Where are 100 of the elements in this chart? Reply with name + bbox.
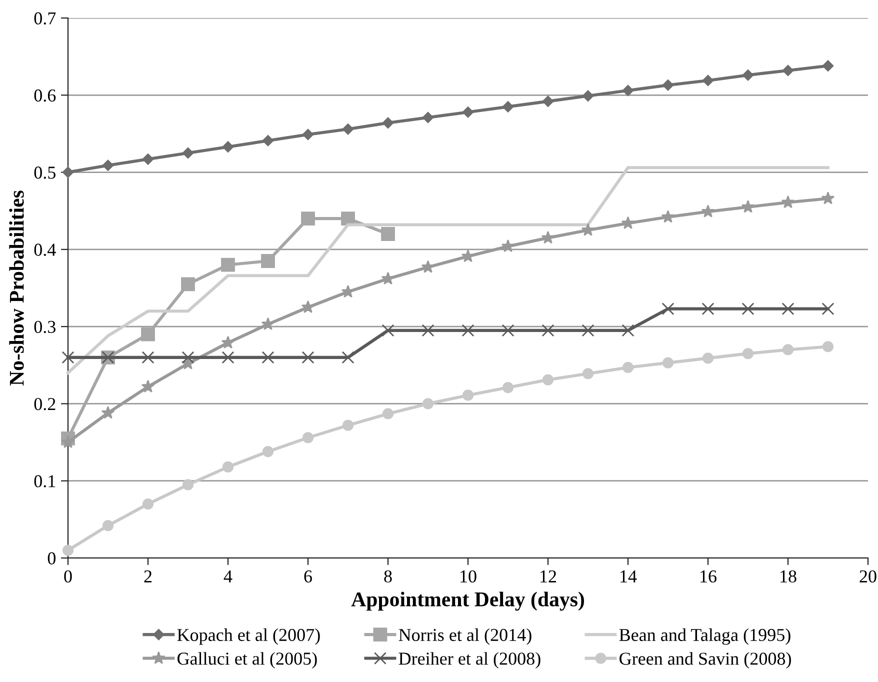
point [621, 216, 635, 229]
point [222, 461, 234, 473]
y-tick-label: 0.5 [34, 166, 56, 179]
x-tick-label: 0 [64, 570, 72, 583]
legend-label: Norris et al (2014) [398, 628, 532, 645]
x-axis-title: Appointment Delay (days) [351, 592, 584, 611]
point [622, 362, 634, 374]
y-tick-label: 0 [48, 552, 56, 564]
point [102, 160, 114, 171]
point [301, 212, 315, 226]
point [262, 446, 274, 458]
point [181, 277, 195, 292]
point [502, 324, 514, 337]
point [382, 117, 394, 129]
y-tick-label: 0.1 [34, 475, 56, 488]
point [261, 317, 275, 330]
point [702, 74, 714, 86]
y-axis-title: No-show Probabilities [9, 190, 24, 386]
x-tick-label: 10 [460, 570, 476, 583]
point [742, 69, 754, 81]
point [821, 192, 835, 204]
point [302, 432, 314, 444]
point [822, 302, 834, 316]
y-tick-label: 0.3 [34, 320, 56, 334]
point [422, 112, 434, 124]
point [341, 284, 355, 298]
point [462, 106, 474, 118]
point [101, 406, 115, 419]
y-tick-label: 0.7 [34, 12, 56, 25]
point [342, 123, 354, 135]
point [742, 348, 754, 360]
point [501, 239, 515, 252]
point [782, 344, 794, 356]
point [582, 90, 594, 102]
point [61, 435, 75, 448]
point [542, 324, 554, 337]
point [702, 352, 714, 364]
x-tick-label: 16 [700, 570, 716, 583]
point [581, 223, 595, 236]
point [62, 166, 74, 178]
point [302, 351, 314, 364]
point [422, 398, 434, 410]
point [542, 96, 554, 107]
point [301, 300, 315, 314]
point [182, 351, 194, 364]
y-tick-label: 0.4 [34, 244, 56, 256]
point [142, 351, 154, 364]
point [62, 544, 74, 556]
x-tick-label: 4 [224, 570, 232, 582]
y-tick-label: 0.6 [34, 89, 56, 102]
point [261, 254, 275, 268]
point [302, 128, 314, 140]
point [462, 390, 474, 401]
point [622, 324, 634, 337]
point [142, 498, 154, 510]
x-tick-label: 12 [540, 570, 556, 582]
point [182, 147, 194, 159]
point [661, 210, 675, 223]
point [62, 351, 74, 364]
point [742, 302, 754, 316]
point [221, 336, 235, 349]
legend-label: Kopach et al (2007) [177, 628, 320, 645]
point [782, 302, 794, 316]
point [102, 520, 114, 532]
y-tick-label: 0.2 [34, 398, 56, 410]
point [462, 324, 474, 337]
point [422, 324, 434, 337]
point [141, 380, 155, 392]
point [182, 479, 194, 490]
point [582, 368, 594, 380]
point [662, 357, 674, 368]
point [662, 80, 674, 91]
point [662, 302, 674, 316]
x-tick-label: 6 [304, 570, 312, 583]
point [822, 341, 834, 352]
legend-label: Green and Savin (2008) [620, 652, 791, 668]
point [342, 420, 354, 431]
point [502, 101, 514, 112]
point [341, 212, 355, 226]
point [381, 227, 395, 241]
point [502, 382, 514, 394]
x-tick-label: 14 [620, 570, 637, 582]
point [262, 351, 274, 364]
point [541, 230, 555, 244]
point [622, 84, 634, 96]
point [382, 324, 394, 337]
x-tick-label: 20 [860, 570, 876, 583]
point [582, 324, 594, 337]
point [822, 60, 834, 72]
point [701, 204, 715, 218]
point [141, 327, 155, 342]
x-tick-label: 18 [780, 570, 796, 583]
point [782, 64, 794, 76]
point [221, 258, 235, 272]
point [262, 135, 274, 146]
point [222, 141, 234, 152]
legend-label: Dreiher et al (2008) [398, 652, 540, 668]
point [222, 351, 234, 364]
point [741, 200, 755, 213]
x-tick-label: 2 [144, 570, 152, 582]
